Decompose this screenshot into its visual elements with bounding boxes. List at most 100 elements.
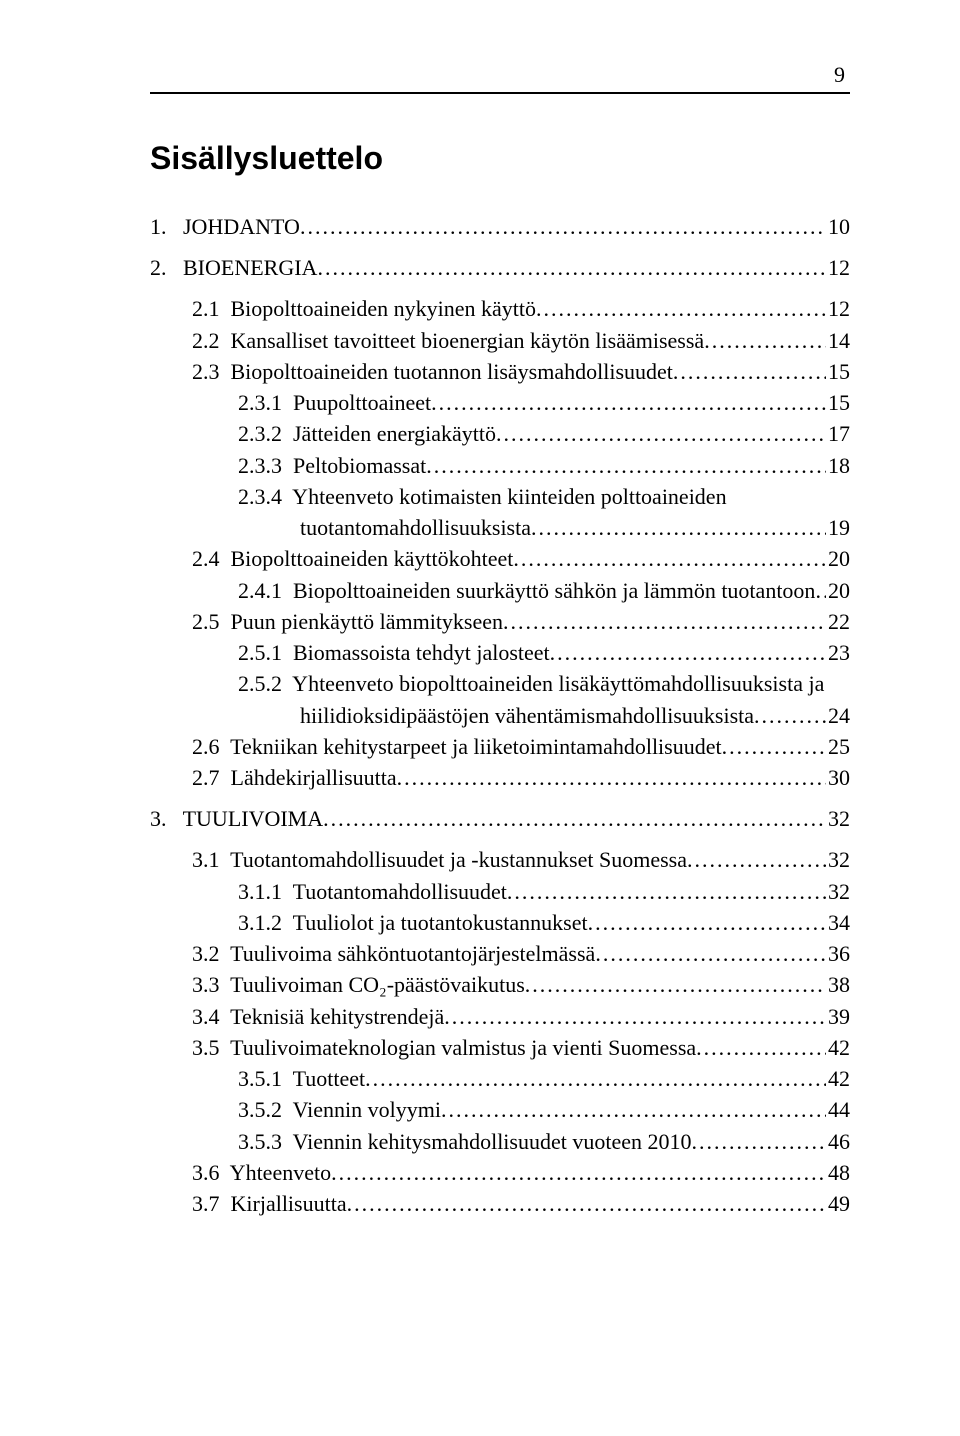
toc-entry-label: 2.4.1 Biopolttoaineiden suurkäyttö sähkö…: [238, 575, 815, 606]
toc-entry-label: 2.1 Biopolttoaineiden nykyinen käyttö: [192, 293, 536, 324]
toc-leader-dots: [550, 637, 826, 668]
toc-entry-page: 36: [826, 938, 850, 969]
toc-entry: 3.7 Kirjallisuutta 49: [192, 1188, 850, 1219]
toc-leader-dots: [496, 418, 826, 449]
toc-leader-dots: [441, 1094, 826, 1125]
toc-entry-page: 15: [826, 356, 850, 387]
toc-entry-label: 2.5.1 Biomassoista tehdyt jalosteet: [238, 637, 550, 668]
toc-entry-label: 3.6 Yhteenveto: [192, 1157, 331, 1188]
toc-entry-page: 48: [826, 1157, 850, 1188]
toc-leader-dots: [513, 543, 826, 574]
toc-entry-label: 1. JOHDANTO: [150, 211, 300, 242]
toc-entry: 3.5.3 Viennin kehitysmahdollisuudet vuot…: [238, 1126, 850, 1157]
toc-entry: 3.5.1 Tuotteet42: [238, 1063, 850, 1094]
toc-entry-label: 3.4 Teknisiä kehitystrendejä: [192, 1001, 444, 1032]
page: 9 Sisällysluettelo 1. JOHDANTO102. BIOEN…: [0, 0, 960, 1436]
toc-entry-page: 44: [826, 1094, 850, 1125]
toc-entry: 3.1 Tuotantomahdollisuudet ja -kustannuk…: [192, 844, 850, 875]
toc-entry-page: 34: [826, 907, 850, 938]
table-of-contents: 1. JOHDANTO 10 2. BIOENERGIA 12 2.1 Biopoltt…: [150, 211, 850, 1219]
toc-entry: 3.4 Teknisiä kehitystrendejä 39: [192, 1001, 850, 1032]
toc-entry-page: 17: [826, 418, 850, 449]
toc-entry-label: 2.5 Puun pienkäyttö lämmitykseen: [192, 606, 503, 637]
toc-leader-dots: [673, 356, 826, 387]
toc-leader-dots: [754, 700, 826, 731]
toc-leader-dots: [503, 606, 826, 637]
toc-entry-page: 49: [826, 1188, 850, 1219]
toc-entry-label: 3.2 Tuulivoima sähköntuotantojärjestelmä…: [192, 938, 595, 969]
toc-entry-page: 32: [826, 844, 850, 875]
toc-entry: 2.4 Biopolttoaineiden käyttökohteet20: [192, 543, 850, 574]
toc-entry-label: 3.1.1 Tuotantomahdollisuudet: [238, 876, 507, 907]
toc-leader-dots: [722, 731, 826, 762]
toc-entry: 2.3.1 Puupolttoaineet 15: [238, 387, 850, 418]
toc-entry-page: 23: [826, 637, 850, 668]
toc-entry-label: 3.3 Tuulivoiman CO₂-päästövaikutus: [192, 969, 525, 1000]
toc-leader-dots: [426, 450, 826, 481]
toc-leader-dots: [588, 907, 826, 938]
toc-entry-label: 3.7 Kirjallisuutta: [192, 1188, 347, 1219]
toc-entry-label: 2.3 Biopolttoaineiden tuotannon lisäysma…: [192, 356, 673, 387]
toc-entry-page: 25: [826, 731, 850, 762]
toc-leader-dots: [323, 803, 826, 834]
toc-leader-dots: [347, 1188, 826, 1219]
toc-entry-page: 24: [826, 700, 850, 731]
toc-entry-label: 3.1 Tuotantomahdollisuudet ja -kustannuk…: [192, 844, 687, 875]
toc-entry: 3.1.1 Tuotantomahdollisuudet 32: [238, 876, 850, 907]
toc-entry: 3.6 Yhteenveto 48: [192, 1157, 850, 1188]
toc-entry-page: 15: [826, 387, 850, 418]
toc-entry: hiilidioksidipäästöjen vähentämismahdoll…: [300, 700, 850, 731]
toc-entry: 2.3 Biopolttoaineiden tuotannon lisäysma…: [192, 356, 850, 387]
toc-entry-label: 3.5.3 Viennin kehitysmahdollisuudet vuot…: [238, 1126, 692, 1157]
toc-entry-label: 2.5.2 Yhteenveto biopolttoaineiden lisäk…: [238, 668, 824, 699]
toc-entry: 2.2 Kansalliset tavoitteet bioenergian k…: [192, 325, 850, 356]
toc-entry-label: 3.1.2 Tuuliolot ja tuotantokustannukset: [238, 907, 588, 938]
toc-leader-dots: [704, 325, 826, 356]
toc-leader-dots: [317, 252, 826, 283]
toc-leader-dots: [687, 844, 826, 875]
toc-entry-label: 2. BIOENERGIA: [150, 252, 317, 283]
toc-leader-dots: [696, 1032, 826, 1063]
toc-entry-page: 42: [826, 1032, 850, 1063]
toc-entry-label: tuotantomahdollisuuksista: [300, 512, 531, 543]
toc-entry-page: 19: [826, 512, 850, 543]
toc-leader-dots: [692, 1126, 826, 1157]
toc-entry-page: 46: [826, 1126, 850, 1157]
toc-leader-dots: [397, 762, 826, 793]
toc-entry: 2.3.2 Jätteiden energiakäyttö17: [238, 418, 850, 449]
toc-entry: tuotantomahdollisuuksista 19: [300, 512, 850, 543]
toc-entry-page: 12: [826, 252, 850, 283]
toc-entry: 2.7 Lähdekirjallisuutta30: [192, 762, 850, 793]
toc-entry: 1. JOHDANTO 10: [150, 211, 850, 242]
toc-entry-page: 22: [826, 606, 850, 637]
toc-entry-label: 2.6 Tekniikan kehitystarpeet ja liiketoi…: [192, 731, 722, 762]
toc-entry: 3. TUULIVOIMA32: [150, 803, 850, 834]
toc-entry-page: 39: [826, 1001, 850, 1032]
toc-leader-dots: [431, 387, 826, 418]
toc-entry-label: 3.5 Tuulivoimateknologian valmistus ja v…: [192, 1032, 696, 1063]
toc-entry-page: 10: [826, 211, 850, 242]
toc-entry: 2.6 Tekniikan kehitystarpeet ja liiketoi…: [192, 731, 850, 762]
toc-entry-label: 2.3.1 Puupolttoaineet: [238, 387, 431, 418]
toc-entry-page: 20: [826, 575, 850, 606]
toc-entry: 3.5 Tuulivoimateknologian valmistus ja v…: [192, 1032, 850, 1063]
toc-entry-label: 3.5.2 Viennin volyymi: [238, 1094, 441, 1125]
toc-entry: 3.2 Tuulivoima sähköntuotantojärjestelmä…: [192, 938, 850, 969]
toc-entry: 2.4.1 Biopolttoaineiden suurkäyttö sähkö…: [238, 575, 850, 606]
toc-leader-dots: [531, 512, 826, 543]
toc-entry: 2.3.4 Yhteenveto kotimaisten kiinteiden …: [238, 481, 850, 512]
toc-entry: 2.5.1 Biomassoista tehdyt jalosteet 23: [238, 637, 850, 668]
toc-title: Sisällysluettelo: [150, 140, 850, 177]
toc-leader-dots: [595, 938, 826, 969]
toc-entry-page: 32: [826, 876, 850, 907]
toc-entry: 3.3 Tuulivoiman CO₂-päästövaikutus 38: [192, 969, 850, 1000]
toc-entry: 3.1.2 Tuuliolot ja tuotantokustannukset 3…: [238, 907, 850, 938]
toc-entry-page: 18: [826, 450, 850, 481]
header-rule: [150, 92, 850, 94]
toc-entry: 3.5.2 Viennin volyymi 44: [238, 1094, 850, 1125]
toc-entry-page: 38: [826, 969, 850, 1000]
toc-entry-label: 3. TUULIVOIMA: [150, 803, 323, 834]
toc-leader-dots: [300, 211, 826, 242]
toc-leader-dots: [536, 293, 826, 324]
toc-leader-dots: [365, 1063, 826, 1094]
